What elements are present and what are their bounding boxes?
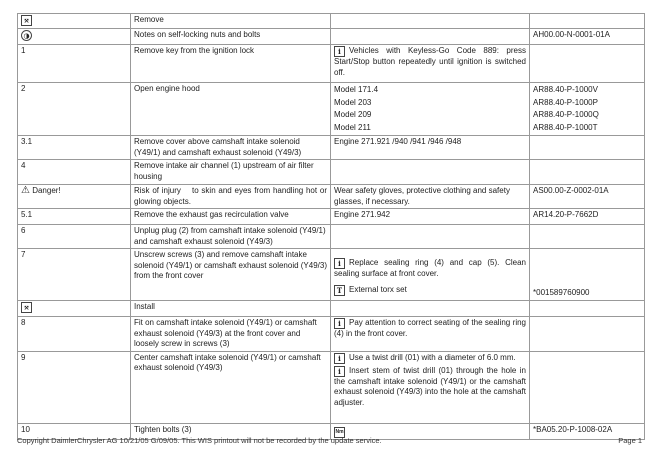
reference-link[interactable]: AR88.40-P-1000V: [533, 85, 598, 94]
step-text: Remove intake air channel (1) upstream o…: [130, 159, 331, 185]
table-row: 1 Remove key from the ignition lock i Veh…: [17, 44, 645, 83]
step-text: Unplug plug (2) from camshaft intake sol…: [130, 224, 331, 249]
step-number: 8: [17, 316, 131, 352]
step-number: 7: [17, 248, 131, 301]
table-row: 7 Unscrew screws (3) and remove camshaft…: [17, 248, 645, 301]
reference-link[interactable]: *BA05.20-P-1008-02A: [529, 422, 645, 440]
footer: Copyright DaimlerChrysler AG 10/21/05 G/…: [17, 436, 642, 445]
step-number: 9: [17, 350, 131, 424]
info-icon: i: [334, 46, 345, 57]
page-number: Page 1: [618, 436, 642, 445]
step-text: Open engine hood: [130, 82, 331, 136]
note-text: Replace sealing ring (4) and cap (5). Cl…: [334, 258, 526, 278]
table-row: 9 Center camshaft intake solenoid (Y49/1…: [17, 350, 645, 424]
step-text: Fit on camshaft intake solenoid (Y49/1) …: [130, 316, 331, 352]
model-label: Model 211: [334, 122, 371, 132]
step-number: 5.1: [17, 208, 131, 225]
install-icon: ⤧: [21, 302, 32, 313]
step-text: Risk of injury to skin and eyes from han…: [130, 184, 331, 209]
step-text: Unscrew screws (3) and remove camshaft i…: [130, 248, 331, 301]
info-icon: i: [334, 258, 345, 269]
table-row: ⤧ Remove: [17, 13, 645, 29]
step-number: 2: [17, 82, 131, 136]
step-number: 4: [17, 159, 131, 185]
note-text: Engine 271.921 /940 /941 /946 /948: [330, 135, 530, 160]
step-text: Remove key from the ignition lock: [130, 44, 331, 83]
table-row: 10 Tighten bolts (3) Nm *BA05.20-P-1008-…: [17, 422, 645, 440]
note-text: Wear safety gloves, protective clothing …: [330, 184, 530, 209]
reference-link[interactable]: AS00.00-Z-0002-01A: [529, 184, 645, 209]
reference-link[interactable]: AH00.00-N-0001-01A: [529, 28, 645, 45]
tool-part-number[interactable]: *001589760900: [533, 288, 590, 297]
copyright-text: Copyright DaimlerChrysler AG 10/21/05 G/…: [17, 436, 382, 445]
info-icon: i: [334, 352, 345, 364]
model-label: Model 171.4: [334, 85, 379, 94]
step-text: Remove cover above camshaft intake solen…: [130, 135, 331, 160]
step-text: Remove: [130, 13, 331, 29]
step-number: 3.1: [17, 135, 131, 160]
table-row: ⚠ Danger! Risk of injury to skin and eye…: [17, 184, 645, 209]
step-text: Center camshaft intake solenoid (Y49/1) …: [130, 350, 331, 424]
table-row: 6 Unplug plug (2) from camshaft intake s…: [17, 224, 645, 249]
table-row: 3.1 Remove cover above camshaft intake s…: [17, 135, 645, 160]
step-text: Install: [130, 300, 331, 317]
tool-icon: T: [334, 284, 345, 296]
table-row: ◑ Notes on self-locking nuts and bolts A…: [17, 28, 645, 45]
info-icon: i: [334, 318, 345, 329]
model-label: Model 209: [334, 110, 372, 119]
notes-icon: ◑: [21, 30, 32, 41]
table-row: 5.1 Remove the exhaust gas recirculation…: [17, 208, 645, 225]
note-text: Vehicles with Keyless-Go Code 889: press…: [334, 46, 526, 77]
procedure-table: ⤧ Remove ◑ Notes on self-locking nuts an…: [17, 13, 645, 440]
note-text: Pay attention to correct seating of the …: [334, 318, 526, 338]
note-text: Engine 271.942: [330, 208, 530, 225]
step-text: Notes on self-locking nuts and bolts: [130, 28, 331, 45]
note-text: Use a twist drill (01) with a diameter o…: [349, 352, 516, 362]
info-icon: i: [334, 365, 345, 377]
model-label: Model 203: [334, 97, 372, 107]
table-row: 2 Open engine hood Model 171.4 Model 203 M…: [17, 82, 645, 136]
reference-link[interactable]: AR88.40-P-1000Q: [533, 110, 599, 119]
torque-icon: Nm: [334, 426, 345, 438]
step-text: Tighten bolts (3): [130, 422, 331, 440]
step-number: 6: [17, 224, 131, 249]
step-number: 1: [17, 44, 131, 83]
danger-label: Danger!: [32, 186, 61, 195]
reference-link[interactable]: AR88.40-P-1000T: [533, 122, 598, 132]
table-row: ⤧ Install: [17, 300, 645, 317]
warning-icon: ⚠: [21, 185, 30, 196]
step-number: 10: [17, 422, 131, 440]
table-row: 8 Fit on camshaft intake solenoid (Y49/1…: [17, 316, 645, 352]
table-row: 4 Remove intake air channel (1) upstream…: [17, 159, 645, 185]
tool-text: External torx set: [349, 284, 407, 294]
step-text: Remove the exhaust gas recirculation val…: [130, 208, 331, 225]
reference-link[interactable]: AR14.20-P-7662D: [529, 208, 645, 225]
reference-link[interactable]: AR88.40-P-1000P: [533, 97, 598, 107]
note-text: Insert stem of twist drill (01) through …: [334, 365, 526, 407]
remove-icon: ⤧: [21, 15, 32, 26]
